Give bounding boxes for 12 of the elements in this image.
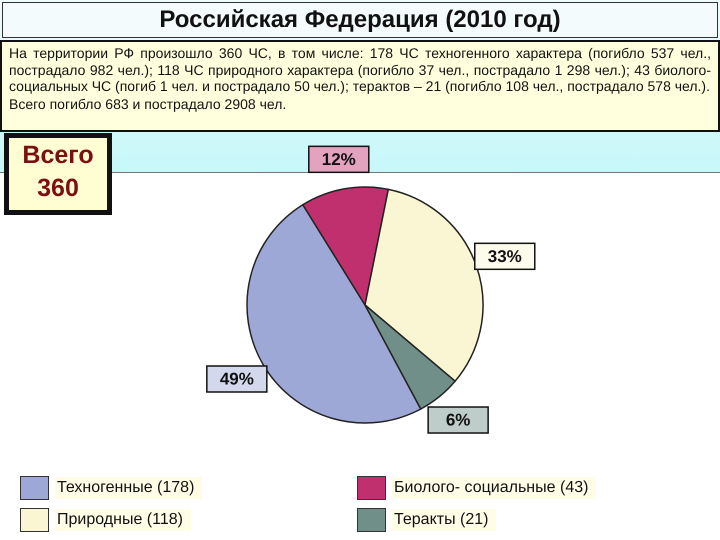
data-label: 33% bbox=[488, 246, 522, 266]
text: Всего 360 bbox=[22, 141, 94, 202]
data-label: 12% bbox=[322, 150, 356, 169]
legend-label: Природные (118) bbox=[55, 509, 191, 531]
data-label: 6% bbox=[446, 410, 470, 430]
legend-label: Теракты (21) bbox=[392, 509, 496, 531]
legend-label: Техногенные (178) bbox=[55, 477, 202, 499]
text: Всего погибло 683 и пострадало 2908 чел. bbox=[9, 96, 286, 112]
chart-title: Российская Федерация (2010 год) bbox=[159, 6, 561, 33]
data-label: 49% bbox=[220, 370, 254, 388]
legend-label: Биолого- социальные (43) bbox=[392, 477, 596, 499]
text: На территории РФ произошло 360 ЧС, в том числе: 178 ЧС техногенного характера (погибло 537 чел., пострадало 982 чел.); 118 ЧС природного характера (погибло 37 чел., пострадало 1 298 чел.); 43 биолого-социальных ЧС (погиб 1 чел. и пострадало 50 чел.); терактов – 21 (погибло 108 чел., пострадало 578 чел.). bbox=[9, 45, 711, 94]
